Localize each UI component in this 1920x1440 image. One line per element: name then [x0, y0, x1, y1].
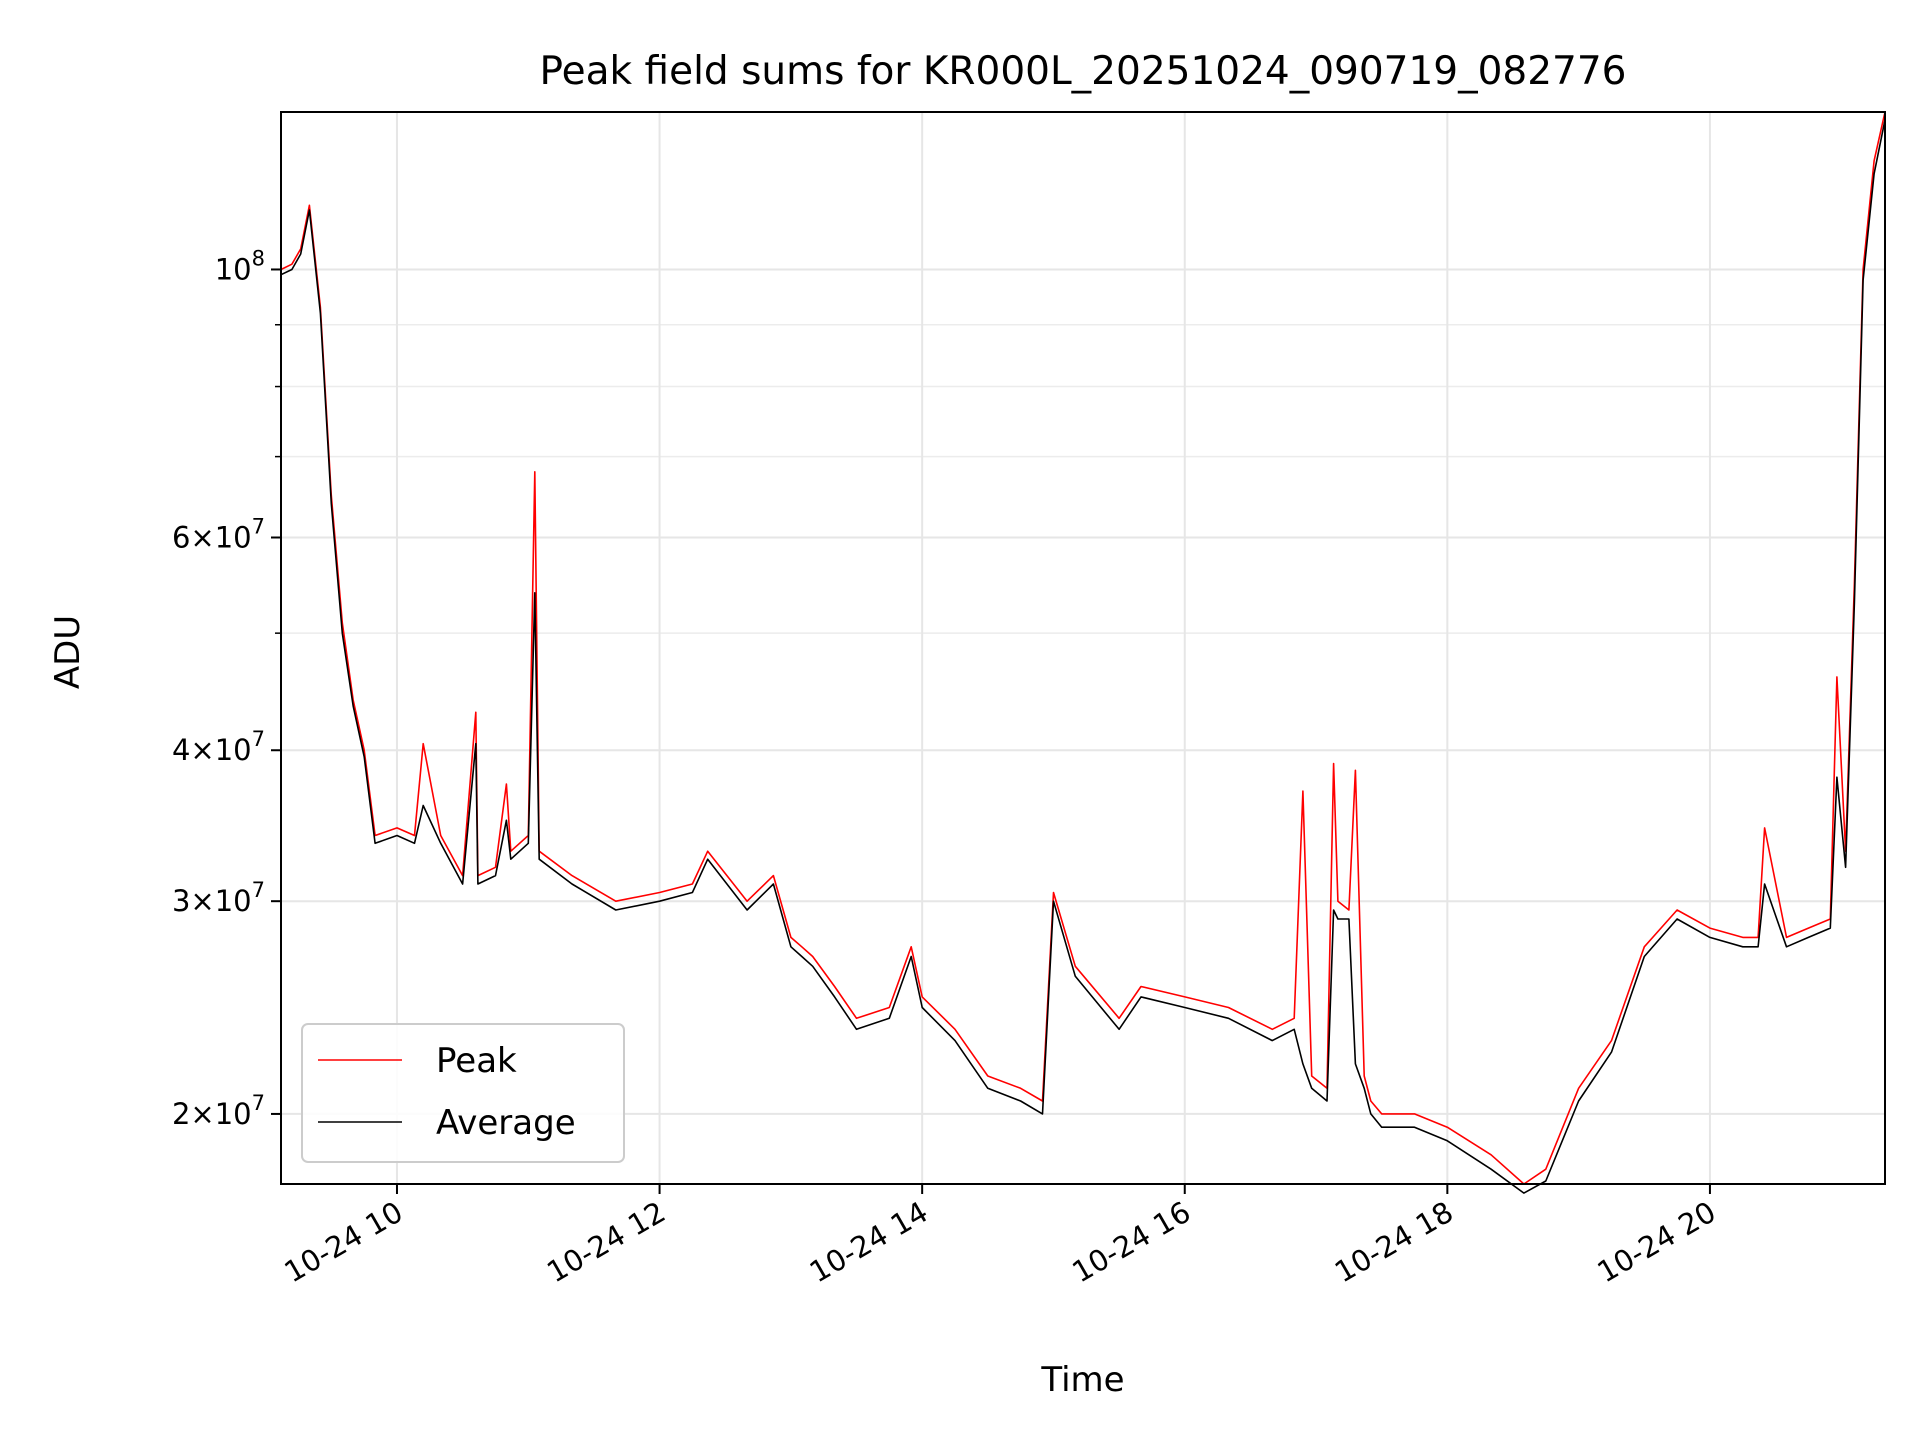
- y-axis-label: ADU: [48, 615, 88, 689]
- legend-box: [301, 1023, 625, 1163]
- plot-frame: [280, 111, 1886, 1185]
- y-tick-label: 3×107: [172, 878, 265, 918]
- legend: Peak Average: [301, 1023, 625, 1163]
- y-axis-ticks: 108 6×107 4×107 3×107 2×107: [172, 246, 281, 1131]
- y-tick-label: 6×107: [172, 514, 265, 554]
- chart-title: Peak field sums for KR000L_20251024_0907…: [540, 49, 1627, 94]
- legend-label-peak: Peak: [436, 1041, 517, 1081]
- grid: [281, 112, 1885, 1184]
- y-tick-label: 108: [215, 246, 265, 286]
- legend-label-average: Average: [436, 1103, 576, 1143]
- x-axis-label: Time: [1040, 1360, 1124, 1400]
- y-tick-label: 4×107: [172, 727, 265, 767]
- series-line-average: [280, 119, 1886, 1194]
- series-line-peak: [280, 111, 1886, 1185]
- plot-series: [280, 111, 1886, 1194]
- y-tick-label: 2×107: [172, 1091, 265, 1131]
